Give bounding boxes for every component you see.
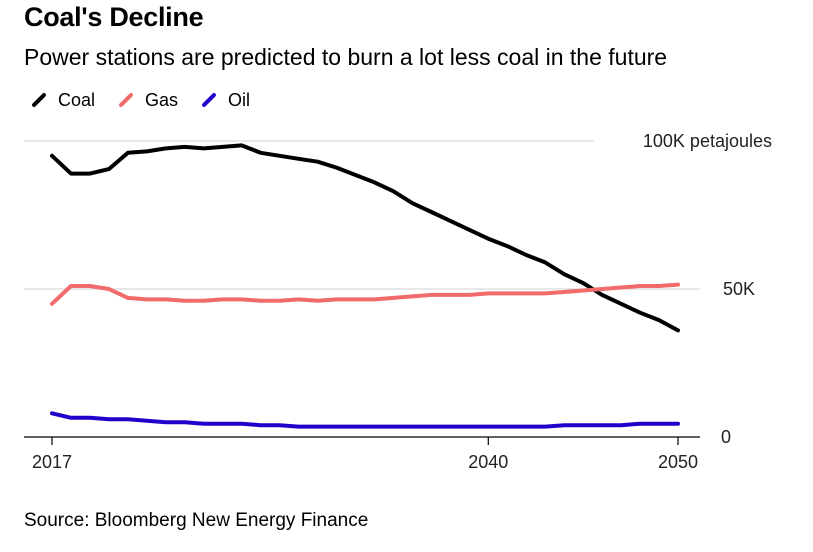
y-tick-label: 100K petajoules	[643, 131, 772, 151]
legend: Coal Gas Oil	[30, 88, 272, 112]
legend-label-gas: Gas	[145, 89, 179, 110]
legend-item-oil: Oil	[200, 90, 250, 111]
legend-label-coal: Coal	[58, 89, 96, 110]
y-tick-label: 0	[721, 427, 731, 447]
y-tick-label: 50K	[723, 279, 755, 299]
series-line-oil	[50, 411, 680, 429]
x-axis: 2017 2040 2050	[32, 437, 698, 472]
series-line-coal	[50, 143, 680, 333]
chart-subtitle: Power stations are predicted to burn a l…	[24, 44, 668, 70]
chart-title: Coal's Decline	[24, 2, 204, 32]
x-tick-label: 2017	[32, 452, 72, 472]
gridlines: 0 50K 100K petajoules	[24, 131, 772, 447]
series-lines	[50, 143, 680, 429]
source-note: Source: Bloomberg New Energy Finance	[24, 510, 369, 531]
legend-item-gas: Gas	[117, 90, 178, 111]
series-line-gas	[50, 282, 680, 306]
x-tick-label: 2040	[468, 452, 508, 472]
legend-item-coal: Coal	[30, 90, 95, 111]
x-tick-label: 2050	[658, 452, 698, 472]
legend-label-oil: Oil	[228, 89, 251, 110]
